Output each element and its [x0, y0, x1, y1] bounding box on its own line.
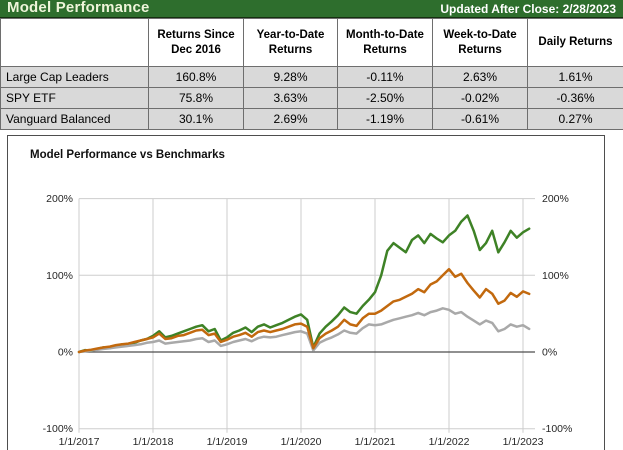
updated-after-close-label: Updated After Close: 2/28/2023	[440, 1, 616, 16]
returns-table: Returns Since Dec 2016 Year-to-Date Retur…	[0, 18, 623, 130]
x-axis-tick-label: 1/1/2019	[207, 436, 248, 448]
return-value-cell: 1.61%	[527, 66, 623, 88]
return-value-cell: 2.63%	[432, 66, 528, 88]
return-value-cell: 9.28%	[243, 66, 338, 88]
return-value-cell: 30.1%	[148, 108, 244, 130]
row-label: Large Cap Leaders	[0, 66, 149, 88]
return-value-cell: 0.27%	[527, 108, 623, 130]
x-axis-tick-label: 1/1/2017	[59, 436, 100, 448]
column-header: Returns Since Dec 2016	[148, 18, 244, 67]
return-value-cell: -1.19%	[337, 108, 433, 130]
y-axis-tick-label-left: 100%	[46, 270, 73, 282]
return-value-cell: 75.8%	[148, 87, 244, 109]
return-value-cell: -0.36%	[527, 87, 623, 109]
column-header: Month-to-Date Returns	[337, 18, 433, 67]
table-row: Large Cap Leaders 160.8% 9.28% -0.11% 2.63% 1…	[0, 66, 623, 88]
returns-table-header: Returns Since Dec 2016 Year-to-Date Retur…	[0, 18, 623, 67]
column-header: Daily Returns	[527, 18, 623, 67]
performance-chart-card: Model Performance vs Benchmarks 1/1/2017…	[7, 135, 605, 450]
return-value-cell: -0.61%	[432, 108, 528, 130]
row-label: Vanguard Balanced	[0, 108, 149, 130]
return-value-cell: -0.11%	[337, 66, 433, 88]
x-axis-tick-label: 1/1/2021	[355, 436, 396, 448]
series-line-vanguard-balanced	[77, 307, 531, 354]
return-value-cell: -2.50%	[337, 87, 433, 109]
x-axis-tick-label: 1/1/2020	[281, 436, 322, 448]
y-axis-tick-label-right: 0%	[542, 347, 557, 359]
x-axis-tick-label: 1/1/2023	[503, 436, 544, 448]
x-axis-tick-label: 1/1/2022	[429, 436, 470, 448]
chart-title: Model Performance vs Benchmarks	[30, 149, 225, 161]
return-value-cell: 160.8%	[148, 66, 244, 88]
table-row: SPY ETF 75.8% 3.63% -2.50% -0.02% -0.36%	[0, 87, 623, 109]
table-row: Vanguard Balanced 30.1% 2.69% -1.19% -0.61% 0…	[0, 108, 623, 130]
column-header-blank	[0, 18, 149, 67]
y-axis-tick-label-left: 200%	[46, 193, 73, 205]
y-axis-tick-label-right: 100%	[542, 270, 569, 282]
row-label: SPY ETF	[0, 87, 149, 109]
column-header: Year-to-Date Returns	[243, 18, 338, 67]
y-axis-tick-label-right: -100%	[542, 423, 572, 435]
y-axis-tick-label-left: 0%	[58, 347, 73, 359]
series-line-spy-etf	[77, 267, 531, 354]
return-value-cell: 2.69%	[243, 108, 338, 130]
x-axis-tick-label: 1/1/2018	[133, 436, 174, 448]
y-axis-tick-label-left: -100%	[43, 423, 73, 435]
column-header: Week-to-Date Returns	[432, 18, 528, 67]
return-value-cell: -0.02%	[432, 87, 528, 109]
page-title: Model Performance	[7, 0, 150, 16]
title-bar: Model Performance Updated After Close: 2…	[0, 0, 623, 18]
performance-line-chart: 1/1/2017 1/1/2018 1/1/2019 1/1/2020 1/1/2021…	[43, 193, 573, 448]
y-axis-tick-label-right: 200%	[542, 193, 569, 205]
return-value-cell: 3.63%	[243, 87, 338, 109]
series-line-large-cap-leaders	[77, 214, 531, 354]
